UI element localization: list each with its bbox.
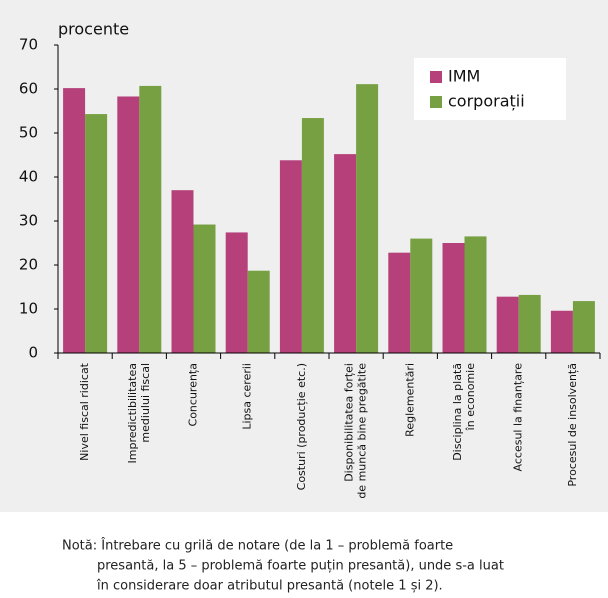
x-tick-label: mediului fiscal: [139, 363, 152, 443]
bar: [496, 296, 519, 353]
y-tick-label: 0: [28, 344, 38, 362]
x-tick-label: Nivel fiscal ridicat: [78, 362, 91, 461]
note-line: în considerare doar atributul presantă (…: [96, 579, 443, 594]
bar: [442, 243, 465, 353]
bar: [356, 84, 379, 353]
bar: [572, 301, 595, 353]
legend-label: IMM: [448, 67, 480, 86]
y-tick-label: 70: [19, 36, 38, 54]
bar: [518, 294, 541, 353]
legend-swatch: [430, 96, 442, 108]
y-tick-label: 50: [19, 124, 38, 142]
legend-box: [414, 58, 566, 120]
x-tick-label: Accesul la finanțare: [512, 363, 525, 472]
bar: [85, 114, 108, 353]
bar: [193, 224, 216, 353]
bar: [388, 252, 411, 353]
y-tick-label: 60: [19, 80, 38, 98]
bar: [139, 85, 162, 354]
note-line: presantă, la 5 – problemă foarte puțin p…: [97, 559, 504, 574]
bar: [550, 310, 573, 353]
bar: [247, 270, 270, 353]
x-tick-label: Concurența: [187, 363, 200, 426]
x-tick-label: Disponibilitatea forței: [343, 363, 356, 482]
bar: [225, 232, 248, 353]
x-tick-label: Impredictibilitatea: [126, 363, 139, 463]
x-tick-label: Lipsa cererii: [241, 363, 254, 430]
note-line: Notă: Întrebare cu grilă de notare (de l…: [62, 538, 453, 554]
bar: [171, 190, 194, 353]
y-tick-label: 30: [19, 212, 38, 230]
bar: [301, 118, 324, 353]
bar: [410, 238, 433, 353]
y-tick-label: 10: [19, 300, 38, 318]
legend-swatch: [430, 71, 442, 83]
legend-label: corporații: [448, 92, 525, 111]
bar: [279, 160, 302, 353]
bar: [63, 88, 86, 354]
bar: [464, 236, 487, 353]
y-axis-label: procente: [58, 20, 129, 39]
x-tick-label: Costuri (producție etc.): [295, 363, 308, 490]
x-tick-label: Disciplina la plată: [451, 363, 464, 461]
bar: [117, 96, 140, 353]
x-tick-label: în economie: [464, 363, 477, 432]
x-tick-label: de muncă bine pregătite: [356, 363, 369, 499]
x-tick-label: Procesul de insolvență: [566, 363, 579, 487]
y-tick-label: 20: [19, 256, 38, 274]
y-tick-label: 40: [19, 168, 38, 186]
bar: [334, 154, 357, 353]
x-tick-label: Reglementări: [403, 363, 416, 437]
